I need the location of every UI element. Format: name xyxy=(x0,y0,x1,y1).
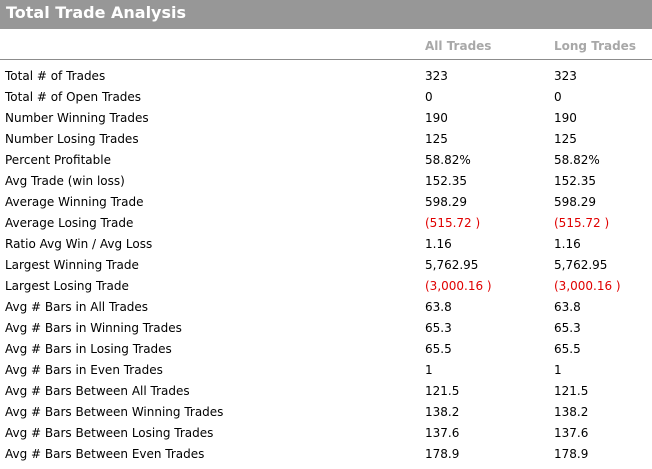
value-all-trades: (3,000.16 ) xyxy=(425,279,492,293)
page-title: Total Trade Analysis xyxy=(6,3,187,22)
table-row: Avg # Bars Between Losing Trades 137.6 137… xyxy=(0,423,652,444)
row-label: Avg # Bars in Losing Trades xyxy=(5,342,172,356)
value-long-trades: 58.82% xyxy=(554,153,600,167)
value-all-trades: 598.29 xyxy=(425,195,467,209)
row-label: Avg # Bars Between Even Trades xyxy=(5,447,205,461)
row-label: Percent Profitable xyxy=(5,153,111,167)
value-long-trades: 125 xyxy=(554,132,577,146)
value-long-trades: 178.9 xyxy=(554,447,589,461)
table-row: Avg # Bars Between Even Trades 178.9 178.9 xyxy=(0,444,652,465)
value-all-trades: 0 xyxy=(425,90,433,104)
value-all-trades: 152.35 xyxy=(425,174,467,188)
value-long-trades: 152.35 xyxy=(554,174,596,188)
row-label: Avg # Bars in Even Trades xyxy=(5,363,163,377)
value-all-trades: (515.72 ) xyxy=(425,216,481,230)
row-label: Total # of Open Trades xyxy=(5,90,142,104)
row-label: Largest Winning Trade xyxy=(5,258,139,272)
row-label: Average Winning Trade xyxy=(5,195,144,209)
row-label: Avg # Bars Between Winning Trades xyxy=(5,405,224,419)
value-all-trades: 121.5 xyxy=(425,384,460,398)
table-row: Avg # Bars in Losing Trades 65.5 65.5 xyxy=(0,339,652,360)
value-long-trades: 65.5 xyxy=(554,342,581,356)
row-label: Avg # Bars in Winning Trades xyxy=(5,321,182,335)
row-label: Number Losing Trades xyxy=(5,132,139,146)
value-long-trades: 1 xyxy=(554,363,562,377)
table-row: Percent Profitable 58.82% 58.82% xyxy=(0,150,652,171)
value-all-trades: 63.8 xyxy=(425,300,452,314)
table-row: Avg # Bars in Even Trades 1 1 xyxy=(0,360,652,381)
row-label: Avg # Bars Between Losing Trades xyxy=(5,426,214,440)
row-label: Avg Trade (win loss) xyxy=(5,174,125,188)
value-long-trades: (515.72 ) xyxy=(554,216,610,230)
table-row: Largest Losing Trade (3,000.16 ) (3,000.16… xyxy=(0,276,652,297)
value-all-trades: 1.16 xyxy=(425,237,452,251)
table-row: Total # of Open Trades 0 0 xyxy=(0,87,652,108)
value-long-trades: 190 xyxy=(554,111,577,125)
value-all-trades: 1 xyxy=(425,363,433,377)
table-row: Total # of Trades 323 323 xyxy=(0,66,652,87)
trade-analysis-table: Total # of Trades 323 323 Total # of Open T… xyxy=(0,66,652,465)
table-row: Avg Trade (win loss) 152.35 152.35 xyxy=(0,171,652,192)
column-header-long-trades: Long Trades xyxy=(554,39,636,53)
value-all-trades: 5,762.95 xyxy=(425,258,479,272)
value-long-trades: 598.29 xyxy=(554,195,596,209)
table-row: Avg # Bars Between All Trades 121.5 121.5 xyxy=(0,381,652,402)
table-row: Largest Winning Trade 5,762.95 5,762.95 xyxy=(0,255,652,276)
table-row: Avg # Bars in All Trades 63.8 63.8 xyxy=(0,297,652,318)
row-label: Ratio Avg Win / Avg Loss xyxy=(5,237,153,251)
table-row: Avg # Bars Between Winning Trades 138.2 13… xyxy=(0,402,652,423)
row-label: Average Losing Trade xyxy=(5,216,134,230)
value-all-trades: 323 xyxy=(425,69,448,83)
value-all-trades: 178.9 xyxy=(425,447,460,461)
table-row: Number Losing Trades 125 125 xyxy=(0,129,652,150)
value-long-trades: 65.3 xyxy=(554,321,581,335)
value-long-trades: 121.5 xyxy=(554,384,589,398)
column-header-all-trades: All Trades xyxy=(425,39,492,53)
value-all-trades: 138.2 xyxy=(425,405,460,419)
row-label: Largest Losing Trade xyxy=(5,279,129,293)
row-label: Avg # Bars in All Trades xyxy=(5,300,149,314)
title-bar: Total Trade Analysis xyxy=(0,0,652,29)
table-row: Number Winning Trades 190 190 xyxy=(0,108,652,129)
table-row: Avg # Bars in Winning Trades 65.3 65.3 xyxy=(0,318,652,339)
table-row: Ratio Avg Win / Avg Loss 1.16 1.16 xyxy=(0,234,652,255)
value-long-trades: 0 xyxy=(554,90,562,104)
value-long-trades: 1.16 xyxy=(554,237,581,251)
value-long-trades: 323 xyxy=(554,69,577,83)
table-row: Average Winning Trade 598.29 598.29 xyxy=(0,192,652,213)
row-label: Number Winning Trades xyxy=(5,111,149,125)
value-long-trades: 5,762.95 xyxy=(554,258,608,272)
value-all-trades: 65.3 xyxy=(425,321,452,335)
value-all-trades: 58.82% xyxy=(425,153,471,167)
value-all-trades: 190 xyxy=(425,111,448,125)
row-label: Avg # Bars Between All Trades xyxy=(5,384,190,398)
value-long-trades: 63.8 xyxy=(554,300,581,314)
table-row: Average Losing Trade (515.72 ) (515.72 ) xyxy=(0,213,652,234)
value-long-trades: 137.6 xyxy=(554,426,589,440)
row-label: Total # of Trades xyxy=(5,69,106,83)
column-header-row: All Trades Long Trades xyxy=(0,29,652,60)
value-all-trades: 137.6 xyxy=(425,426,460,440)
value-all-trades: 125 xyxy=(425,132,448,146)
value-all-trades: 65.5 xyxy=(425,342,452,356)
value-long-trades: 138.2 xyxy=(554,405,589,419)
value-long-trades: (3,000.16 ) xyxy=(554,279,621,293)
